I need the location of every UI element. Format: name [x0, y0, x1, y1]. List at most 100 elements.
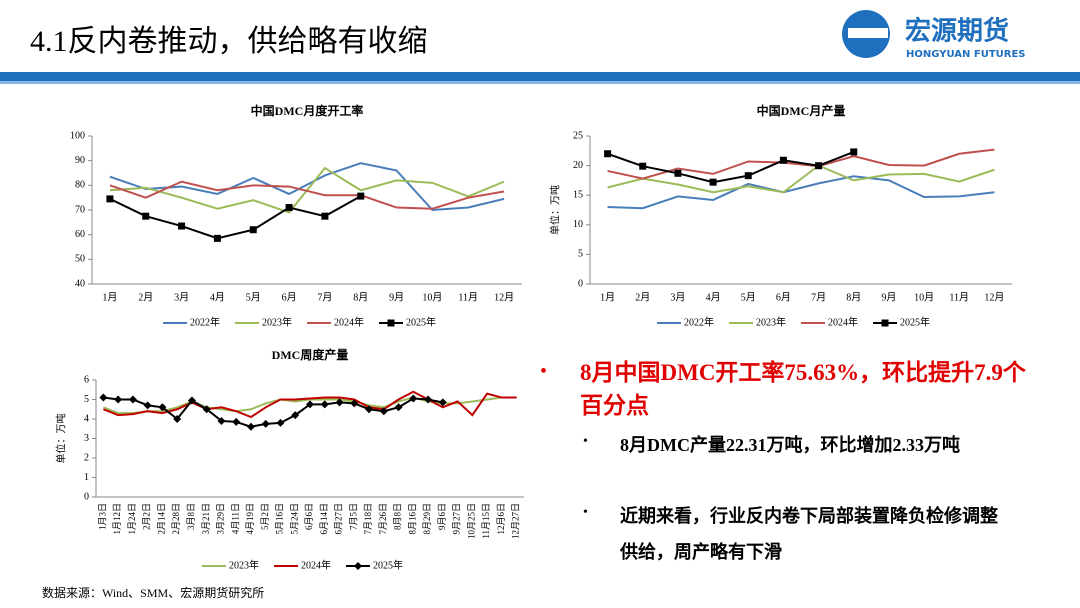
x-tick-label: 10月25日 [466, 503, 476, 539]
x-tick-label: 4月19日 [245, 503, 255, 535]
x-tick-label: 10月 [914, 291, 934, 303]
bullet-dot: • [540, 361, 547, 383]
y-tick-label: 50 [75, 254, 85, 265]
y-tick-label: 6 [84, 374, 89, 385]
bullet-main: 8月中国DMC开工率75.63%，环比提升7.9个百分点 [580, 360, 1026, 418]
series-line [607, 164, 995, 194]
point [142, 212, 150, 220]
point [178, 222, 186, 230]
point [158, 403, 167, 412]
point [438, 398, 447, 407]
point [779, 156, 787, 164]
x-tick-label: 5月16日 [275, 503, 285, 535]
point [114, 395, 123, 404]
x-tick-label: 1月12日 [112, 503, 122, 535]
point [306, 400, 314, 409]
point [187, 396, 196, 405]
bullet-sub: 近期来看，行业反内卷下局部装置降负检修调整供给，周产略有下滑 [620, 506, 998, 562]
series-line [607, 150, 855, 184]
point [709, 178, 717, 186]
source: 数据来源：Wind、SMM、宏源期货研究所 [42, 585, 264, 600]
x-tick-label: 3月29日 [216, 503, 226, 535]
x-tick-label: 8月16日 [407, 503, 417, 535]
bullet-dot: • [583, 434, 588, 449]
series-line [607, 175, 995, 210]
x-tick-label: 2月2日 [142, 503, 152, 530]
x-tick-label: 12月6日 [496, 503, 506, 535]
y-tick-label: 0 [578, 278, 583, 289]
y-tick-label: 80 [75, 180, 85, 191]
slide-title: 4.1反内卷推动，供给略有收缩 [30, 25, 428, 58]
point [409, 394, 418, 403]
point [261, 419, 270, 428]
x-tick-label: 4月11日 [230, 503, 240, 534]
y-tick-label: 15 [573, 189, 583, 200]
point [604, 150, 612, 158]
x-tick-label: 8月29日 [422, 503, 432, 535]
x-tick-label: 1月 [102, 291, 117, 303]
x-tick-label: 6月27日 [334, 503, 344, 535]
x-tick-label: 12月27日 [511, 503, 521, 539]
x-tick-label: 3月 [174, 291, 189, 303]
x-tick-label: 9月6日 [437, 503, 447, 530]
y-tick-label: 70 [75, 204, 85, 215]
x-tick-label: 3月 [670, 291, 685, 303]
x-tick-label: 11月 [458, 291, 478, 303]
legend-label: 2022年 [684, 315, 714, 328]
point [815, 162, 823, 170]
x-tick-label: 9月 [881, 291, 896, 303]
x-tick-label: 1月3日 [97, 503, 107, 530]
point [365, 405, 374, 414]
x-tick-label: 6月6日 [304, 503, 314, 530]
point [320, 400, 329, 409]
series-line [607, 148, 995, 180]
point [285, 204, 293, 212]
point [850, 148, 858, 156]
point [350, 399, 359, 408]
legend-label: 2024年 [301, 558, 331, 571]
point [249, 226, 257, 234]
x-tick-label: 2月28日 [171, 503, 181, 535]
chart-title: 中国DMC月产量 [757, 103, 846, 118]
point [213, 234, 221, 242]
x-tick-label: 3月21日 [201, 503, 211, 535]
x-tick-label: 7月5日 [348, 503, 358, 530]
y-tick-label: 0 [84, 491, 89, 502]
x-tick-label: 8月 [846, 291, 861, 303]
legend-label: 2022年 [190, 315, 220, 328]
y-tick-label: 5 [578, 249, 583, 260]
x-tick-label: 7月26日 [378, 503, 388, 535]
legend-marker [354, 562, 362, 570]
point [394, 403, 403, 412]
point [424, 395, 433, 404]
x-tick-label: 4月 [706, 291, 721, 303]
y-tick-label: 10 [573, 219, 583, 230]
point [639, 162, 647, 170]
x-tick-label: 6月 [776, 291, 791, 303]
x-tick-label: 5月 [741, 291, 756, 303]
logo-en: HONGYUAN FUTURES [906, 49, 1026, 60]
y-tick-label: 2 [84, 452, 89, 463]
x-tick-label: 2月 [138, 291, 153, 303]
series-line [109, 180, 505, 210]
y-tick-label: 25 [573, 130, 583, 141]
x-tick-label: 8月 [353, 291, 368, 303]
series-line [109, 162, 505, 212]
point [246, 422, 255, 431]
x-tick-label: 11月 [949, 291, 969, 303]
point [291, 411, 300, 420]
legend-label: 2025年 [900, 315, 930, 328]
x-tick-label: 3月8日 [186, 503, 196, 530]
x-tick-label: 7月 [811, 291, 826, 303]
legend-label: 2024年 [334, 315, 364, 328]
point [232, 417, 241, 426]
y-tick-label: 4 [84, 413, 89, 424]
x-tick-label: 1月 [600, 291, 615, 303]
x-tick-label: 9月 [389, 291, 404, 303]
point [335, 398, 344, 407]
y-tick-label: 100 [70, 130, 85, 141]
x-tick-label: 8月8日 [393, 503, 403, 530]
point [202, 405, 211, 414]
